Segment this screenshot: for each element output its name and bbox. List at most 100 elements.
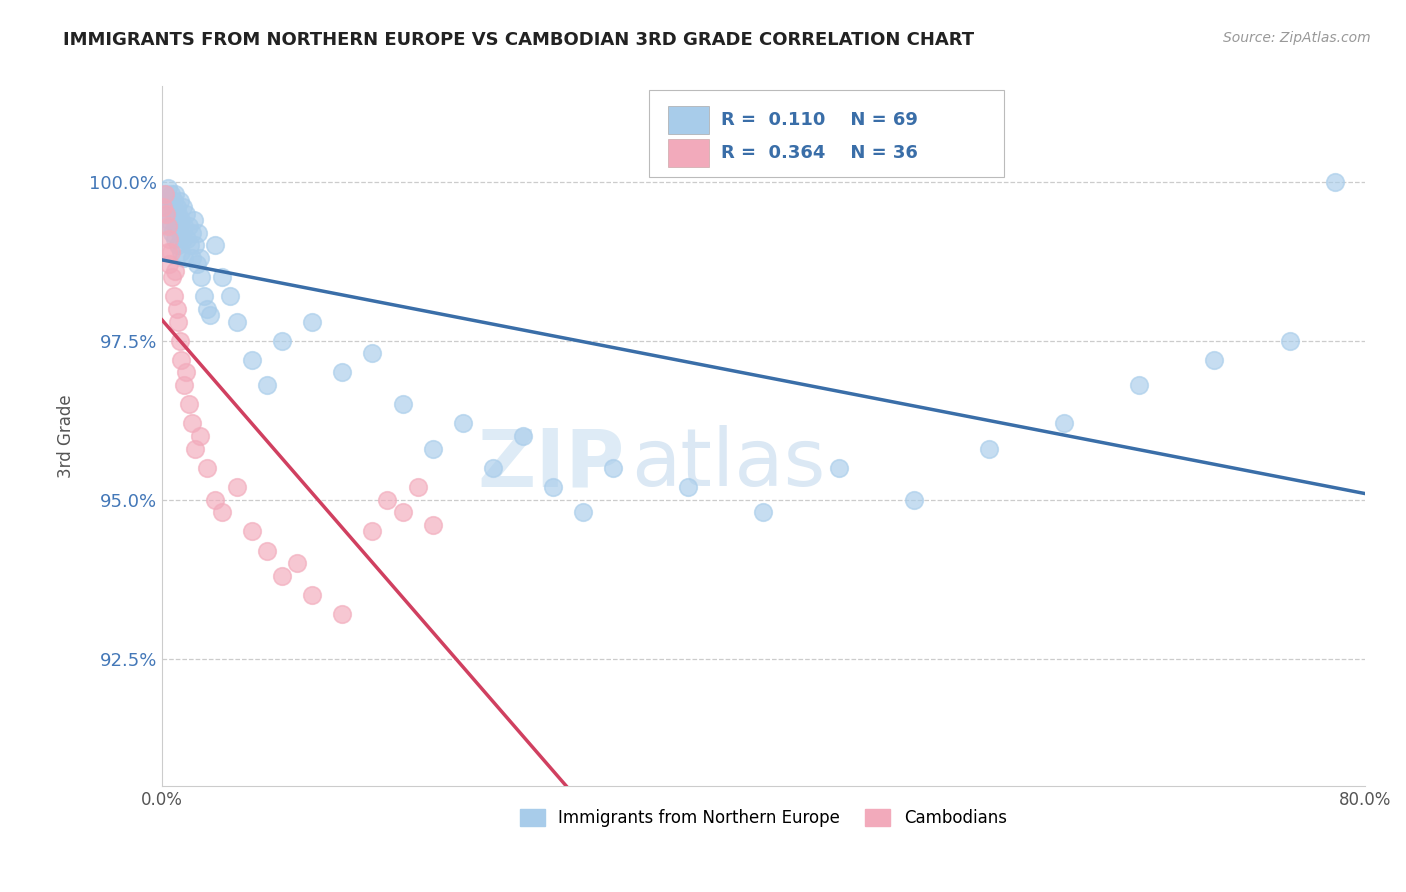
Text: IMMIGRANTS FROM NORTHERN EUROPE VS CAMBODIAN 3RD GRADE CORRELATION CHART: IMMIGRANTS FROM NORTHERN EUROPE VS CAMBO…: [63, 31, 974, 49]
FancyBboxPatch shape: [668, 139, 709, 167]
Point: [166, 301, 188, 316]
Point: [166, 200, 188, 214]
Point: [181, 251, 204, 265]
Point: [155, 200, 177, 214]
Point: [181, 226, 204, 240]
Point: [162, 270, 184, 285]
Point: [602, 461, 624, 475]
Point: [1204, 352, 1226, 367]
Point: [162, 226, 184, 240]
Point: [903, 492, 925, 507]
Point: [159, 257, 181, 271]
Point: [159, 213, 181, 227]
Point: [162, 200, 184, 214]
Point: [172, 200, 194, 214]
Point: [195, 301, 218, 316]
Legend: Immigrants from Northern Europe, Cambodians: Immigrants from Northern Europe, Cambodi…: [513, 802, 1014, 833]
Point: [198, 308, 221, 322]
Point: [165, 264, 187, 278]
Point: [188, 429, 211, 443]
Point: [193, 289, 215, 303]
Point: [240, 524, 263, 539]
Point: [173, 251, 195, 265]
Point: [271, 334, 294, 348]
Point: [160, 219, 183, 234]
Point: [167, 206, 190, 220]
Point: [752, 505, 775, 519]
Point: [170, 352, 193, 367]
Point: [184, 238, 207, 252]
Point: [174, 366, 197, 380]
Point: [172, 232, 194, 246]
Point: [1128, 378, 1150, 392]
Point: [179, 238, 201, 252]
Point: [187, 226, 209, 240]
Point: [422, 442, 444, 456]
Point: [226, 480, 249, 494]
Point: [377, 492, 399, 507]
Point: [676, 480, 699, 494]
Point: [391, 505, 413, 519]
Point: [181, 417, 204, 431]
Point: [169, 194, 191, 208]
Point: [451, 417, 474, 431]
Point: [195, 461, 218, 475]
Point: [169, 226, 191, 240]
Point: [159, 232, 181, 246]
Point: [188, 251, 211, 265]
Point: [163, 289, 186, 303]
Point: [163, 194, 186, 208]
FancyBboxPatch shape: [668, 106, 709, 134]
Point: [481, 461, 503, 475]
Point: [156, 244, 179, 259]
Point: [177, 397, 200, 411]
Point: [572, 505, 595, 519]
Point: [204, 238, 226, 252]
Point: [1323, 175, 1346, 189]
Text: Source: ZipAtlas.com: Source: ZipAtlas.com: [1223, 31, 1371, 45]
Point: [186, 257, 208, 271]
FancyBboxPatch shape: [650, 90, 1004, 178]
Point: [170, 213, 193, 227]
Point: [173, 378, 195, 392]
Point: [211, 270, 233, 285]
Point: [169, 334, 191, 348]
Point: [165, 232, 187, 246]
Point: [190, 270, 212, 285]
Point: [176, 232, 198, 246]
Point: [1278, 334, 1301, 348]
Point: [166, 219, 188, 234]
Point: [163, 213, 186, 227]
Point: [204, 492, 226, 507]
Point: [332, 607, 354, 621]
Point: [332, 366, 354, 380]
Point: [406, 480, 429, 494]
Text: R =  0.110    N = 69: R = 0.110 N = 69: [721, 111, 918, 129]
Point: [156, 219, 179, 234]
Point: [218, 289, 240, 303]
Point: [153, 187, 176, 202]
Point: [391, 397, 413, 411]
Point: [240, 352, 263, 367]
Point: [977, 442, 1000, 456]
Point: [285, 556, 308, 570]
Point: [301, 315, 323, 329]
Point: [183, 213, 205, 227]
Point: [301, 588, 323, 602]
Point: [156, 206, 179, 220]
Point: [184, 442, 207, 456]
Point: [361, 346, 384, 360]
Point: [174, 206, 197, 220]
Point: [512, 429, 534, 443]
Point: [160, 187, 183, 202]
Point: [160, 244, 183, 259]
Point: [155, 206, 177, 220]
Point: [361, 524, 384, 539]
Point: [173, 219, 195, 234]
Point: [153, 187, 176, 202]
Point: [177, 219, 200, 234]
Point: [1053, 417, 1076, 431]
Point: [211, 505, 233, 519]
Point: [226, 315, 249, 329]
Y-axis label: 3rd Grade: 3rd Grade: [58, 394, 75, 478]
